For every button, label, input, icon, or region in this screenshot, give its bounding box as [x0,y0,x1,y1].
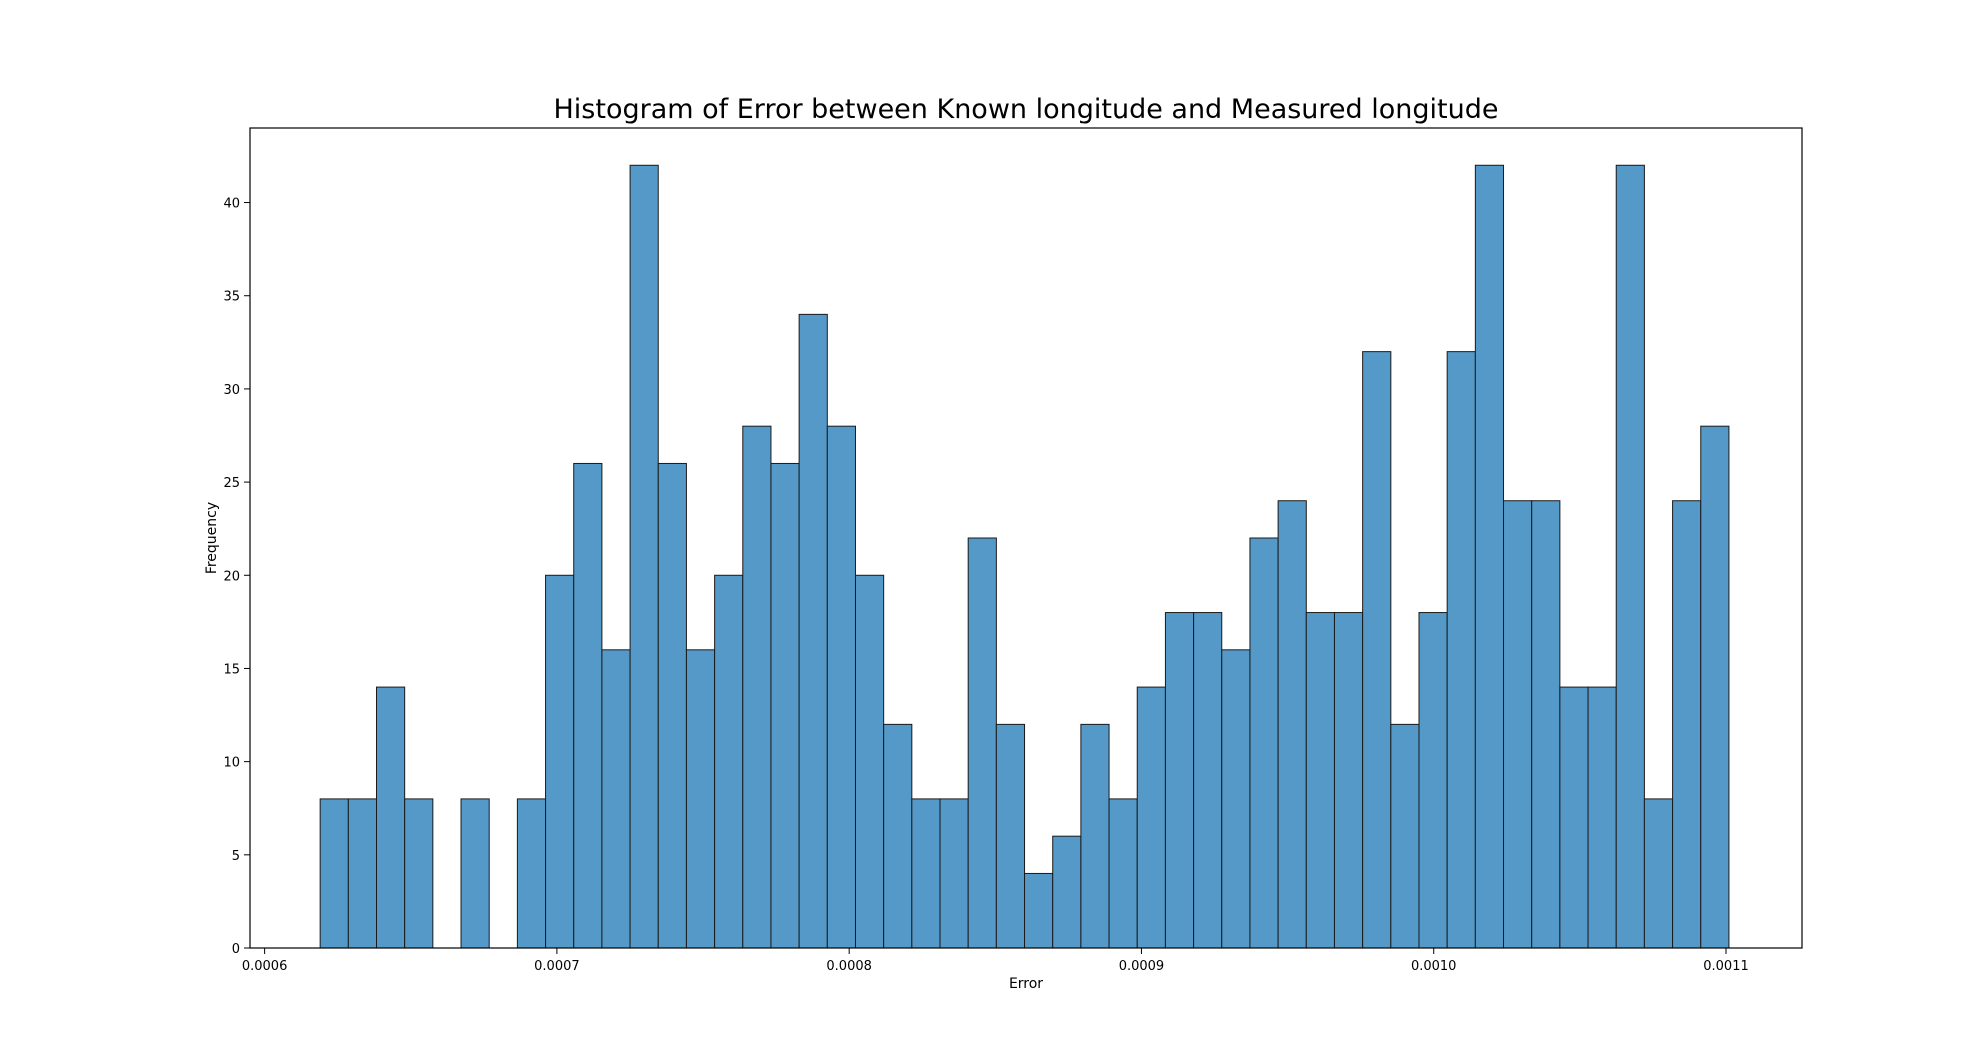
x-tick-label: 0.0006 [242,959,288,974]
histogram-bar [1474,164,1505,949]
histogram-bar [516,798,547,949]
y-tick-label: 25 [223,476,240,491]
histogram-bar [685,649,716,949]
histogram-bar [1080,723,1110,949]
histogram-bar [1136,686,1166,949]
y-tick-label: 30 [223,383,240,398]
y-tick-label: 20 [223,569,240,584]
histogram-bar [1418,612,1448,949]
histogram-bar [1164,612,1195,949]
histogram-bar [629,164,659,949]
histogram-bar [742,425,772,949]
x-tick-label: 0.0010 [1411,959,1457,974]
histogram-bar [939,798,969,949]
y-tick-label: 35 [223,290,240,305]
histogram-bar [1587,686,1617,949]
histogram-bar [1305,612,1335,949]
histogram-bar [1503,500,1533,949]
histogram-bar [460,798,490,949]
histogram-bar [545,574,575,949]
histogram-bar [798,313,828,949]
x-tick-label: 0.0008 [826,959,872,974]
y-tick-label: 10 [223,756,240,771]
histogram-bar [375,686,406,949]
y-tick-label: 15 [223,662,240,677]
bars-group [319,164,1730,949]
histogram-bar [1559,686,1589,949]
histogram-bar [1362,351,1392,949]
histogram-bar [1643,798,1674,949]
histogram-bar [404,798,434,949]
y-axis-label: Frequency [204,502,220,574]
histogram-bar [1446,351,1476,949]
histogram-bar [657,462,687,949]
histogram-bar [911,798,941,949]
y-axis: 0 5 10 15 20 25 30 35 40 [223,197,250,957]
y-tick-label: 0 [232,942,240,957]
histogram-bar [995,723,1026,949]
histogram-bar [601,649,631,949]
histogram-bar [1531,500,1561,949]
x-tick-label: 0.0007 [534,959,580,974]
histogram-bar [1193,612,1223,949]
histogram-bar [347,798,377,949]
histogram-bar [1672,500,1702,949]
y-tick-label: 40 [223,197,240,212]
histogram-bar [1277,500,1307,949]
x-tick-label: 0.0011 [1703,959,1749,974]
histogram-bar [1249,537,1279,949]
histogram-bar [1615,164,1645,949]
histogram-bar [1333,612,1364,949]
histogram-bar [1390,723,1420,949]
y-tick-label: 5 [232,849,240,864]
x-tick-label: 0.0009 [1119,959,1165,974]
histogram-bar [854,574,885,949]
histogram-bar [1024,872,1054,949]
histogram-bar [1052,835,1082,949]
histogram-bar [826,425,856,949]
histogram-bar [573,462,603,949]
plot-area-frame [249,127,1803,949]
histogram-bar [714,574,744,949]
histogram-bar [1700,425,1730,949]
chart-title: Histogram of Error between Known longitu… [554,94,1499,125]
histogram-bar [1221,649,1251,949]
histogram-bar [319,798,349,949]
histogram-bar [883,723,913,949]
x-axis: 0.0006 0.0007 0.0008 0.0009 0.0010 0.0011 [242,948,1749,974]
x-axis-label: Error [1009,976,1043,992]
histogram-bar [770,462,800,949]
histogram-bar [1108,798,1138,949]
histogram-bar [967,537,997,949]
